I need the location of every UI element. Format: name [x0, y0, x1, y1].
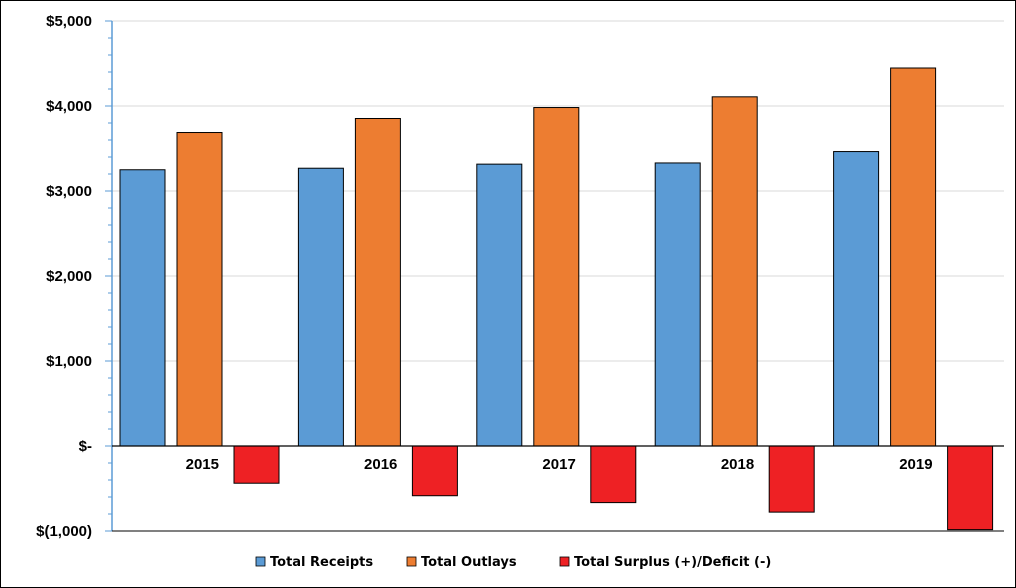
bar: [590, 445, 637, 504]
bar: [476, 163, 523, 447]
bar: [947, 445, 994, 531]
legend-label: Total Surplus (+)/Deficit (-): [574, 555, 771, 570]
bar: [711, 96, 758, 447]
y-tick-label: $(1,000): [36, 523, 92, 540]
bar: [890, 67, 937, 447]
y-axis: $5,000 $4,000 $3,000 $2,000 $1,000 $- $(1,000): [36, 13, 1004, 540]
legend-label: Total Receipts: [270, 555, 373, 570]
x-category-label: 2016: [364, 456, 397, 473]
bar: [233, 445, 280, 484]
bar: [654, 162, 701, 447]
bar: [354, 117, 401, 447]
bar: [833, 151, 880, 447]
y-tick-label: $5,000: [46, 13, 92, 30]
bar: [297, 167, 344, 447]
y-tick-label: $-: [79, 438, 92, 455]
legend: Total Receipts Total Outlays Total Surplus…: [255, 555, 771, 570]
x-category-label: 2015: [186, 456, 219, 473]
bar: [176, 132, 223, 447]
bars: [119, 67, 994, 531]
x-category-label: 2019: [899, 456, 932, 473]
labels: 2015 2016 2017 2018 2019: [112, 445, 1004, 473]
bar: [119, 169, 166, 447]
y-tick-label: $3,000: [46, 183, 92, 200]
y-tick-label: $2,000: [46, 268, 92, 285]
y-tick-label: $1,000: [46, 353, 92, 370]
legend-swatch: [559, 556, 570, 567]
bar: [768, 445, 815, 513]
legend-swatch: [255, 556, 266, 567]
legend-swatch: [406, 556, 417, 567]
bar: [411, 445, 458, 497]
legend-label: Total Outlays: [421, 555, 517, 570]
y-tick-label: $4,000: [46, 98, 92, 115]
bar: [533, 107, 580, 447]
x-category-label: 2018: [721, 456, 754, 473]
x-category-label: 2017: [542, 456, 575, 473]
